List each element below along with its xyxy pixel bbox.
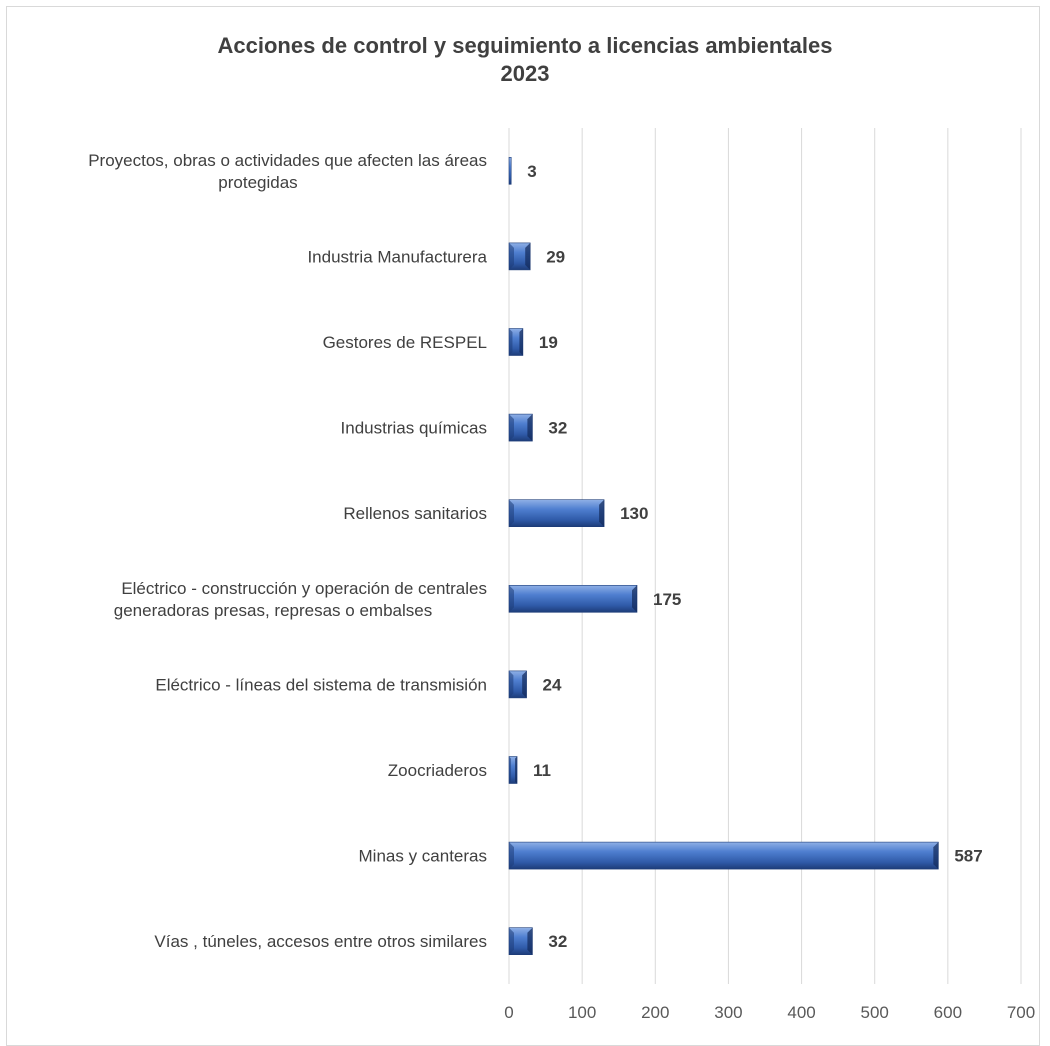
- x-tick-label: 700: [1007, 1003, 1035, 1022]
- x-tick-label: 600: [934, 1003, 962, 1022]
- x-tick-label: 400: [787, 1003, 815, 1022]
- bar-bevel-right: [515, 756, 518, 784]
- category-label: Gestores de RESPEL: [323, 333, 487, 352]
- bar-group: [508, 242, 531, 271]
- bar: [508, 841, 939, 870]
- category-label: Eléctrico - construcción y operación de …: [121, 579, 487, 598]
- category-label: protegidas: [218, 173, 297, 192]
- data-label: 587: [954, 847, 982, 866]
- bar-group: [508, 584, 638, 613]
- bar-group: [508, 499, 605, 528]
- category-label: Proyectos, obras o actividades que afect…: [88, 151, 487, 170]
- bar-bevel-right: [527, 927, 533, 955]
- category-label: generadoras presas, represas o embalses: [114, 601, 432, 620]
- x-tick-label: 200: [641, 1003, 669, 1022]
- x-tick-label: 0: [504, 1003, 513, 1022]
- bar-bevel-right: [933, 842, 939, 870]
- bar-bevel-right: [522, 670, 527, 698]
- bar-bevel-right: [599, 499, 605, 527]
- bar-group: [508, 328, 524, 356]
- bar-bevel-left: [509, 585, 514, 613]
- bar-bevel-left: [509, 756, 512, 784]
- category-label: Zoocriaderos: [388, 761, 487, 780]
- bar-group: [508, 927, 533, 956]
- bar-group: [508, 413, 533, 442]
- category-label: Vías , túneles, accesos entre otros simi…: [154, 932, 487, 951]
- bar-bevel-right: [519, 328, 523, 356]
- data-label: 11: [533, 761, 551, 780]
- category-label: Rellenos sanitarios: [343, 504, 487, 523]
- x-tick-label: 500: [861, 1003, 889, 1022]
- data-label: 175: [653, 590, 681, 609]
- category-label: Eléctrico - líneas del sistema de transm…: [155, 675, 487, 694]
- bar-group: [508, 157, 512, 185]
- chart-title-line: Acciones de control y seguimiento a lice…: [217, 33, 833, 58]
- bar-bevel-left: [509, 328, 513, 356]
- bar: [508, 157, 512, 185]
- category-label: Industrias químicas: [341, 419, 487, 438]
- data-label: 24: [543, 675, 562, 694]
- x-tick-label: 100: [568, 1003, 596, 1022]
- bar-bevel-left: [509, 842, 514, 870]
- category-label: Industria Manufacturera: [307, 247, 487, 266]
- chart-subtitle: 2023: [500, 61, 550, 86]
- bar-bevel-left: [509, 414, 514, 442]
- data-label: 130: [620, 504, 648, 523]
- bar-group: [508, 670, 527, 699]
- bar: [508, 499, 605, 528]
- data-label: 32: [548, 419, 567, 438]
- x-tick-label: 300: [714, 1003, 742, 1022]
- chart-title: Acciones de control y seguimiento a lice…: [0, 32, 1050, 88]
- bar-bevel-left: [509, 670, 514, 698]
- data-label: 19: [539, 333, 558, 352]
- bar-bevel-left: [509, 499, 514, 527]
- bar-bevel-right: [525, 242, 531, 270]
- bar-group: [508, 841, 939, 870]
- data-label: 3: [527, 162, 536, 181]
- bar-group: [508, 756, 518, 784]
- bar-bevel-left: [509, 242, 514, 270]
- data-label: 29: [546, 247, 565, 266]
- data-label: 32: [548, 932, 567, 951]
- bar-bevel-left: [509, 927, 514, 955]
- bar: [508, 584, 638, 613]
- bar-bevel-right: [527, 414, 533, 442]
- category-label: Minas y canteras: [359, 847, 488, 866]
- bar-bevel-right: [632, 585, 637, 613]
